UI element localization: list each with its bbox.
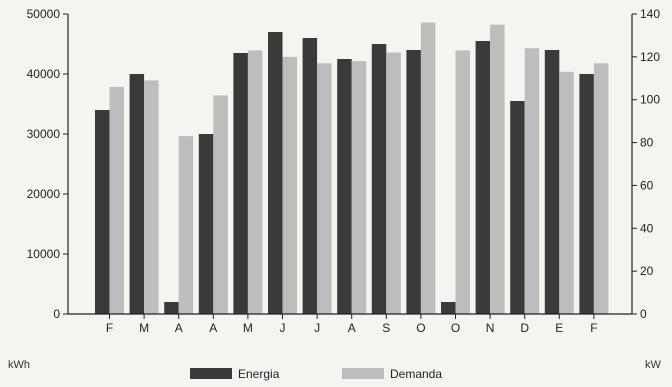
bar-energia: [371, 44, 387, 314]
bar-demanda: [109, 86, 124, 314]
bar-energia: [129, 74, 145, 314]
x-tick-label: J: [280, 321, 286, 335]
x-tick-label: S: [382, 321, 390, 335]
bar-demanda: [317, 63, 332, 315]
bar-energia: [233, 53, 248, 314]
bar-demanda: [455, 50, 470, 315]
x-tick-label: E: [555, 321, 563, 335]
bar-energia: [268, 32, 283, 314]
x-tick-label: A: [348, 321, 356, 335]
right-tick-label: 40: [640, 221, 654, 235]
right-tick-label: 100: [640, 93, 660, 107]
bar-demanda: [524, 48, 540, 315]
left-axis-unit: kWh: [8, 359, 30, 371]
legend: Energia Demanda: [190, 367, 442, 381]
x-tick-label: O: [416, 321, 425, 335]
right-tick-label: 0: [640, 307, 647, 321]
bar-energia: [337, 59, 352, 314]
right-axis: 140 120 100 80 60 40 20 0: [631, 7, 660, 321]
x-tick-label: M: [139, 321, 149, 335]
plot-area: [95, 22, 609, 315]
bar-energia: [544, 50, 560, 314]
x-tick-label: D: [520, 321, 529, 335]
bar-demanda: [178, 136, 194, 314]
right-tick-label: 60: [640, 178, 654, 192]
bar-energia: [302, 38, 318, 314]
bar-demanda: [247, 50, 263, 315]
left-tick-label: 20000: [27, 187, 61, 201]
bar-demanda: [213, 95, 228, 314]
x-tick-label: O: [451, 321, 460, 335]
bar-energia: [95, 110, 110, 314]
bar-demanda: [593, 63, 609, 315]
legend-swatch-demanda: [342, 368, 384, 379]
bar-demanda: [282, 56, 297, 314]
bar-energia: [510, 101, 525, 314]
legend-swatch-energia: [190, 368, 232, 379]
left-axis: 50000 40000 30000 20000 10000 0: [27, 7, 69, 321]
x-tick-label: A: [175, 321, 183, 335]
bar-demanda: [420, 22, 436, 314]
left-tick-label: 30000: [27, 127, 61, 141]
right-tick-label: 140: [640, 7, 660, 21]
x-tick-label: M: [243, 321, 253, 335]
x-tick-label: J: [314, 321, 320, 335]
bar-energia: [406, 50, 421, 314]
right-tick-label: 120: [640, 50, 660, 64]
bar-energia: [475, 41, 491, 314]
x-tick-label: F: [590, 321, 597, 335]
bar-energia: [198, 134, 214, 314]
left-tick-label: 50000: [27, 7, 61, 21]
legend-label-energia: Energia: [238, 367, 280, 381]
left-tick-label: 40000: [27, 67, 61, 81]
bar-demanda: [490, 24, 505, 314]
left-tick-label: 10000: [27, 247, 61, 261]
right-tick-label: 80: [640, 136, 654, 150]
right-tick-label: 20: [640, 264, 654, 278]
bar-energia: [441, 302, 456, 314]
bar-demanda: [144, 80, 159, 314]
bar-energia: [579, 74, 594, 314]
left-tick-label: 0: [53, 307, 60, 321]
bar-demanda: [559, 71, 574, 314]
x-tick-label: F: [106, 321, 113, 335]
bar-demanda: [351, 61, 367, 315]
bar-energia: [164, 302, 179, 314]
legend-label-demanda: Demanda: [390, 367, 442, 381]
right-axis-unit: kW: [645, 359, 662, 371]
bar-demanda: [386, 52, 401, 314]
x-tick-label: N: [486, 321, 495, 335]
x-tick-label: A: [209, 321, 217, 335]
